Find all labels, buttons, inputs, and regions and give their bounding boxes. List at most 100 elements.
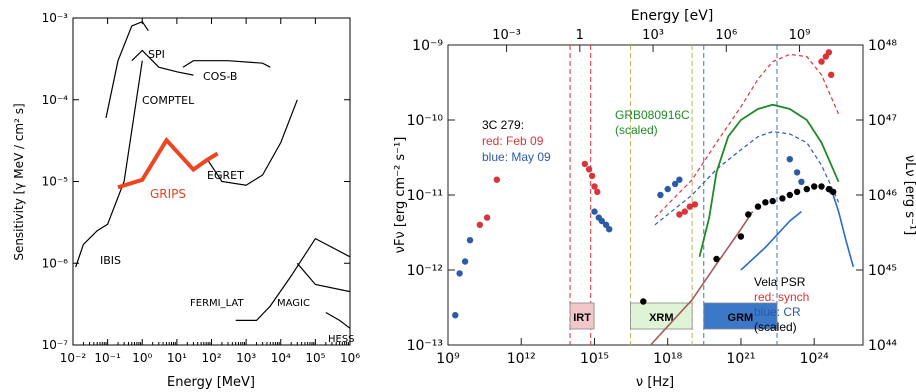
- right-top-tick-label: 10⁶: [715, 28, 737, 43]
- right-y-tick-label: 10⁻¹²: [407, 263, 443, 279]
- right-x-tick-label: 10²⁴: [800, 351, 829, 367]
- left-x-tick-label: 10³: [236, 351, 256, 365]
- right-x-tick-label: 10⁹: [436, 351, 460, 367]
- right-top-tick-label: 10⁻³: [492, 28, 521, 43]
- left-chart: 10⁻² 10⁻¹ 10⁰ 10¹ 10² 10³ 10⁴ 10⁵ 10⁶ 10⁻³ 10⁻⁴ 10⁻…: [0, 0, 372, 392]
- annot-vela-red: red: synch: [754, 290, 809, 304]
- right-top-tick-label: 10³: [642, 28, 664, 43]
- left-ticks: 10⁻² 10⁻¹ 10⁰ 10¹ 10² 10³ 10⁴ 10⁵ 10⁶ 10⁻³ 10⁻⁴ 10⁻…: [42, 11, 361, 365]
- right-x-axis-label: ν [Hz]: [636, 375, 674, 390]
- point-red-feb-09: [476, 221, 483, 228]
- left-label-comptel: COMPTEL: [142, 94, 195, 107]
- right-y2-tick-label: 10⁴⁴: [868, 338, 897, 354]
- right-y-tick-label: 10⁻¹³: [407, 338, 443, 354]
- point-vela-psr: [769, 197, 776, 205]
- right-y2-tick-label: 10⁴⁶: [868, 188, 897, 204]
- point-red-feb-09: [691, 201, 699, 208]
- right-bands: IRT XRM GRM: [569, 45, 778, 345]
- left-series-grips: [117, 136, 219, 190]
- annot-vela-blue: blue: CR: [754, 305, 801, 319]
- annot-red-feb: red: Feb 09: [482, 134, 544, 148]
- left-series-fermi-lat: [235, 237, 351, 321]
- point-red-feb-09: [681, 208, 688, 215]
- model-3c279-feb-dashed: [654, 53, 840, 219]
- point-blue-may-09: [664, 185, 671, 193]
- left-series-hess: [325, 311, 351, 329]
- left-y-tick-label: 10⁻⁵: [42, 175, 69, 189]
- point-blue-may-09: [452, 312, 459, 319]
- point-red-feb-09: [828, 71, 835, 79]
- left-x-tick-label: 10¹: [167, 351, 187, 365]
- point-red-feb-09: [588, 172, 596, 180]
- point-blue-may-09: [657, 191, 664, 199]
- point-blue-may-09: [676, 176, 683, 183]
- right-y-axis-label-right: νLν [erg s⁻¹]: [902, 155, 916, 235]
- point-red-feb-09: [591, 183, 598, 190]
- point-vela-psr: [640, 298, 647, 305]
- right-curves: [650, 53, 855, 346]
- right-x-tick-label: 10²¹: [726, 351, 755, 367]
- band-box-xrm: [630, 302, 693, 330]
- left-label-hess: HESS: [328, 334, 355, 345]
- left-y-tick-label: 10⁻⁴: [42, 93, 69, 107]
- left-series-comptel: [131, 49, 194, 76]
- point-vela-psr: [803, 185, 810, 193]
- point-vela-psr: [754, 203, 762, 210]
- point-vela-psr: [762, 199, 769, 206]
- left-series-magic: [296, 262, 351, 293]
- left-x-tick-label: 10⁵: [305, 351, 325, 365]
- right-y-tick-label: 10⁻¹⁰: [407, 113, 444, 129]
- left-series-cos-b: [182, 60, 271, 68]
- right-y2-tick-label: 10⁴⁷: [868, 113, 897, 129]
- annot-grb-scaled: (scaled): [615, 123, 658, 137]
- right-y2-tick-label: 10⁴⁸: [868, 38, 897, 54]
- point-red-feb-09: [581, 160, 588, 168]
- point-vela-psr: [793, 188, 801, 196]
- point-vela-psr: [818, 183, 825, 190]
- right-top-tick-label: 10⁹: [789, 28, 811, 43]
- band-box-irt: [569, 302, 595, 330]
- left-y-axis-label: Sensitivity [γ MeV / cm² s]: [12, 103, 26, 260]
- left-x-tick-label: 10⁻¹: [94, 351, 121, 365]
- left-label-ibis: IBIS: [100, 254, 121, 267]
- left-x-tick-label: 10⁶: [340, 351, 360, 365]
- left-y-tick-label: 10⁻⁶: [42, 256, 69, 270]
- left-label-egret: EGRET: [207, 169, 244, 182]
- model-grb080916c: [698, 103, 840, 258]
- point-red-feb-09: [818, 58, 825, 65]
- band-label-xrm: XRM: [649, 312, 673, 324]
- point-red-feb-09: [493, 176, 500, 183]
- model-vela-tail: [825, 188, 855, 268]
- point-vela-psr: [830, 188, 837, 196]
- left-y-tick-label: 10⁻⁷: [42, 338, 69, 352]
- left-label-grips: GRIPS: [150, 187, 186, 201]
- point-blue-may-09: [466, 237, 474, 244]
- left-series-egret: [207, 99, 298, 186]
- model-vela-synch: [650, 211, 754, 346]
- model-3c279-may-dashed: [654, 130, 840, 226]
- right-y-tick-label: 10⁻¹¹: [407, 188, 443, 204]
- point-red-feb-09: [594, 188, 601, 196]
- model-vela-cr: [740, 210, 802, 271]
- point-blue-may-09: [456, 270, 463, 277]
- left-x-tick-label: 10⁴: [271, 351, 291, 365]
- left-y-tick-label: 10⁻³: [42, 11, 69, 25]
- right-x-tick-label: 10¹⁸: [653, 351, 682, 367]
- point-vela-psr: [779, 195, 786, 202]
- left-curves: [75, 20, 351, 329]
- point-red-feb-09: [676, 211, 683, 218]
- left-x-axis-label: Energy [MeV]: [167, 375, 255, 390]
- point-blue-may-09: [591, 208, 598, 215]
- point-vela-psr: [713, 255, 720, 263]
- right-y-tick-label: 10⁻⁹: [412, 38, 443, 54]
- left-series-ibis: [75, 60, 143, 268]
- point-blue-may-09: [798, 178, 805, 185]
- point-red-feb-09: [825, 49, 833, 56]
- left-label-cosb: COS-B: [203, 70, 237, 83]
- left-label-fermi: FERMI_LAT: [190, 298, 244, 309]
- left-series-spi: [105, 20, 149, 119]
- left-x-tick-label: 10⁻²: [60, 351, 87, 365]
- point-blue-may-09: [671, 180, 679, 188]
